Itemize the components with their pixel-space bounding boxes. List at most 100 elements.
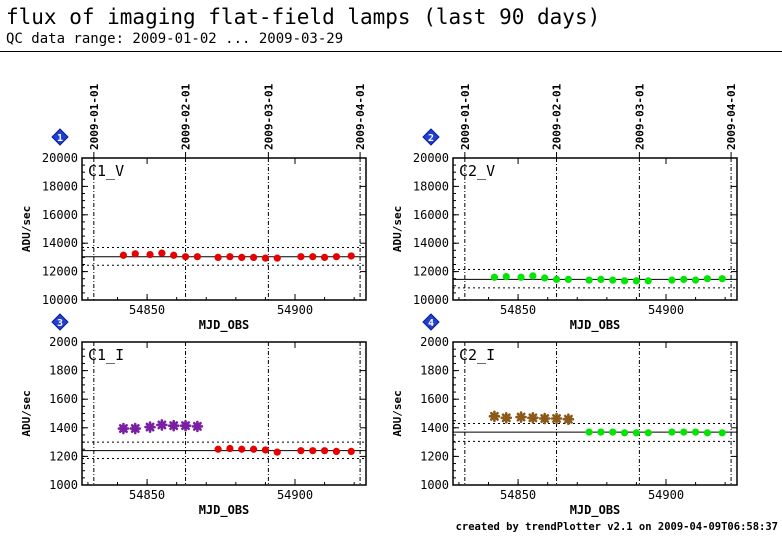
data-point	[309, 447, 317, 455]
panel-label: C2_V	[459, 162, 495, 180]
data-point	[668, 428, 676, 436]
data-point	[273, 448, 281, 456]
panel-badge	[422, 313, 440, 331]
panel-badge	[51, 128, 69, 146]
data-point	[609, 428, 617, 436]
data-point-star	[500, 411, 513, 424]
title-divider	[0, 51, 782, 52]
x-axis-title: MJD_OBS	[199, 503, 250, 518]
y-tick-label: 20000	[42, 151, 78, 165]
data-point	[691, 428, 700, 436]
data-point	[490, 273, 499, 281]
data-point	[620, 277, 629, 285]
data-point	[644, 277, 652, 285]
data-point	[332, 447, 341, 455]
y-tick-label: 12000	[413, 265, 449, 279]
date-tick-label: 2009-02-01	[551, 83, 564, 150]
data-point	[632, 277, 641, 285]
data-point	[146, 250, 154, 259]
data-point	[170, 251, 178, 259]
y-tick-label: 18000	[413, 179, 449, 193]
data-point	[347, 252, 355, 260]
y-tick-label: 1800	[420, 364, 449, 378]
page-subtitle: QC data range: 2009-01-02 ... 2009-03-29	[6, 31, 344, 47]
data-point	[226, 444, 234, 453]
data-point	[131, 250, 139, 258]
y-axis-title: ADU/sec	[20, 390, 33, 436]
data-point-star	[179, 419, 192, 432]
y-tick-label: 14000	[42, 236, 78, 250]
data-point	[119, 251, 128, 259]
y-tick-label: 20000	[413, 151, 449, 165]
data-point-star	[129, 422, 142, 435]
date-tick-label: 2009-03-01	[262, 83, 275, 150]
data-point	[309, 253, 317, 261]
data-point	[297, 253, 305, 261]
data-point	[703, 275, 712, 283]
x-tick-label: 54850	[500, 303, 536, 317]
page-title: flux of imaging flat-field lamps (last 9…	[6, 5, 601, 29]
panel-badge	[51, 313, 69, 331]
x-tick-label: 54900	[277, 303, 313, 317]
data-point	[691, 276, 700, 284]
data-point	[620, 429, 629, 437]
x-tick-label: 54850	[500, 488, 536, 502]
data-point	[332, 253, 341, 261]
panel-badge-number: 4	[428, 318, 434, 329]
panel-label: C2_I	[459, 346, 495, 364]
data-point	[320, 447, 329, 455]
data-point	[273, 254, 281, 262]
data-point	[529, 272, 537, 280]
date-tick-label: 2009-01-01	[459, 83, 472, 150]
data-point	[320, 253, 329, 261]
date-tick-label: 2009-03-01	[633, 83, 646, 150]
data-point	[718, 275, 726, 283]
x-tick-label: 54900	[277, 488, 313, 502]
data-point-star	[538, 412, 551, 425]
data-point	[597, 428, 605, 436]
y-axis-title: ADU/sec	[20, 206, 33, 252]
y-tick-label: 1600	[49, 392, 78, 406]
y-tick-label: 16000	[413, 208, 449, 222]
data-point	[541, 274, 549, 282]
data-point	[193, 253, 201, 261]
data-point-star	[527, 411, 539, 424]
data-point-star	[550, 412, 563, 425]
panel-c2-i: 4 1000 1200 1400 1600 1800 2000 54850 54900 MJD_O…	[391, 313, 738, 518]
panel-badge-number: 2	[428, 133, 434, 144]
y-tick-label: 10000	[42, 293, 78, 307]
panel-label: C1_I	[88, 346, 124, 364]
date-tick-label: 2009-04-01	[725, 83, 738, 150]
data-point	[680, 428, 688, 436]
data-point	[609, 276, 617, 284]
data-point	[214, 253, 222, 261]
y-tick-label: 1200	[49, 449, 78, 463]
data-point	[502, 272, 510, 281]
data-point	[226, 253, 234, 261]
y-tick-label: 14000	[413, 236, 449, 250]
data-point-star	[191, 420, 204, 433]
y-tick-label: 1200	[420, 449, 449, 463]
plot-frame	[81, 157, 367, 301]
x-tick-label: 54850	[129, 303, 165, 317]
y-tick-label: 1000	[49, 478, 78, 492]
plot-frame	[81, 341, 367, 486]
panel-badge-number: 3	[57, 318, 63, 329]
data-point	[297, 447, 305, 455]
data-point	[668, 276, 676, 284]
data-point	[238, 445, 246, 453]
y-axis-title: ADU/sec	[391, 390, 404, 436]
x-tick-label: 54900	[648, 488, 684, 502]
data-point	[703, 429, 712, 437]
y-tick-label: 1600	[420, 392, 449, 406]
y-tick-label: 18000	[42, 179, 78, 193]
panel-badge	[422, 128, 440, 146]
panel-c1-v: 1 2009-01-01 2009-02-01 2009-03-01 2009-04-0…	[20, 83, 367, 333]
data-point	[585, 276, 593, 284]
x-axis-title: MJD_OBS	[199, 318, 250, 333]
data-point	[718, 429, 726, 437]
data-point	[261, 446, 270, 454]
y-axis-title: ADU/sec	[391, 206, 404, 252]
x-tick-label: 54900	[648, 303, 684, 317]
x-axis-title: MJD_OBS	[570, 318, 621, 333]
